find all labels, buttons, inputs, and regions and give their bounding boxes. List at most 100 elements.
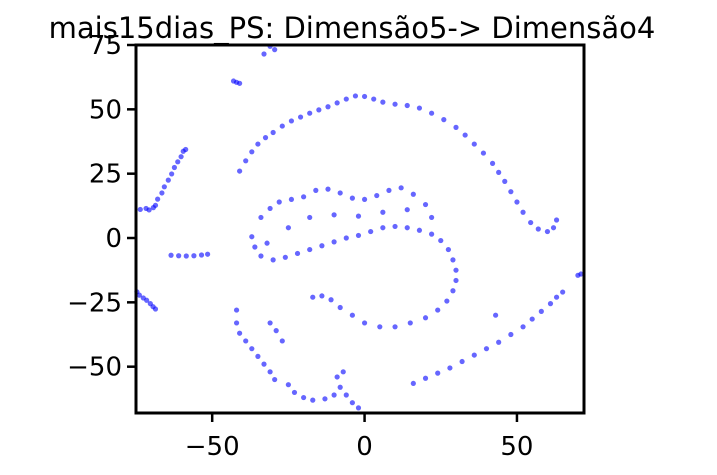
data-point	[261, 51, 267, 57]
data-point	[331, 212, 337, 218]
data-point	[316, 107, 322, 113]
data-point	[535, 226, 541, 232]
data-point	[407, 320, 413, 326]
data-point	[155, 196, 161, 202]
data-point	[152, 306, 159, 312]
data-point	[279, 338, 285, 344]
data-point	[514, 199, 520, 205]
data-point	[297, 114, 304, 120]
data-point	[267, 205, 273, 212]
data-point	[528, 219, 534, 226]
data-point	[328, 297, 334, 303]
data-point	[159, 190, 165, 196]
data-point	[496, 339, 502, 345]
data-point	[288, 196, 295, 203]
y-tick-label: −50	[67, 353, 122, 383]
data-point	[169, 171, 175, 177]
data-point	[544, 228, 551, 235]
data-point	[496, 169, 502, 175]
data-point	[453, 124, 459, 130]
data-point	[560, 289, 566, 295]
data-point	[175, 159, 181, 165]
plot-frame	[134, 43, 586, 415]
data-point	[441, 117, 447, 123]
x-tick-label: 50	[500, 432, 533, 462]
data-point	[137, 206, 143, 213]
data-point	[340, 369, 346, 375]
data-point	[334, 374, 340, 380]
data-point	[258, 214, 264, 221]
data-point	[422, 201, 429, 208]
chart-title: mais15dias_PS: Dimensão5-> Dimensão4	[49, 11, 656, 45]
data-point	[237, 330, 243, 336]
data-point	[392, 223, 398, 230]
data-point	[136, 292, 142, 298]
data-point	[176, 253, 182, 259]
data-point	[301, 194, 307, 200]
data-point	[319, 293, 325, 299]
data-point	[144, 297, 150, 303]
data-point	[249, 149, 255, 155]
data-point	[343, 235, 349, 241]
data-point	[386, 187, 392, 193]
data-point	[291, 389, 298, 396]
data-point	[183, 253, 189, 259]
y-tick-label: −25	[67, 288, 122, 318]
data-point	[355, 405, 362, 411]
data-point	[343, 96, 349, 102]
data-point	[285, 225, 291, 231]
data-point	[237, 80, 243, 86]
data-point	[171, 164, 177, 171]
data-point	[462, 132, 468, 138]
data-point	[249, 346, 255, 352]
data-point	[183, 146, 189, 153]
data-point	[255, 353, 261, 359]
data-point	[450, 257, 456, 263]
data-point	[471, 352, 477, 358]
data-point	[161, 184, 167, 190]
data-point	[422, 375, 429, 381]
data-point	[233, 307, 240, 313]
data-point	[319, 243, 325, 249]
data-point	[404, 207, 410, 213]
data-point	[429, 214, 435, 221]
data-point	[361, 93, 368, 100]
data-point	[279, 123, 285, 129]
data-point	[270, 129, 276, 136]
data-point	[168, 252, 174, 258]
data-point	[520, 324, 526, 330]
data-point	[237, 168, 243, 174]
data-point	[404, 225, 410, 231]
data-point	[444, 298, 450, 304]
data-point	[273, 328, 279, 334]
data-point	[429, 231, 435, 237]
data-point	[258, 253, 264, 259]
data-point	[459, 358, 465, 365]
data-point	[337, 304, 343, 311]
data-point	[355, 232, 362, 239]
data-point	[272, 47, 278, 53]
data-point	[334, 100, 340, 106]
data-point	[380, 225, 386, 231]
data-point	[322, 396, 328, 402]
data-point	[301, 394, 307, 401]
data-point	[368, 228, 374, 235]
data-point	[307, 214, 313, 221]
data-point	[282, 254, 288, 260]
data-point	[355, 213, 362, 219]
y-tick-label: 75	[89, 31, 122, 61]
data-point	[249, 234, 255, 240]
data-point	[471, 141, 477, 147]
data-point	[352, 93, 359, 99]
data-point	[349, 195, 355, 201]
data-point	[508, 331, 514, 338]
data-point	[178, 154, 184, 160]
data-point	[435, 370, 441, 376]
x-tick-label: 0	[356, 432, 373, 462]
data-point	[255, 141, 261, 147]
x-axis: −50 0 50	[185, 413, 533, 462]
data-point	[243, 158, 249, 164]
data-point	[410, 191, 416, 197]
data-point	[361, 320, 368, 326]
data-point	[307, 110, 313, 116]
